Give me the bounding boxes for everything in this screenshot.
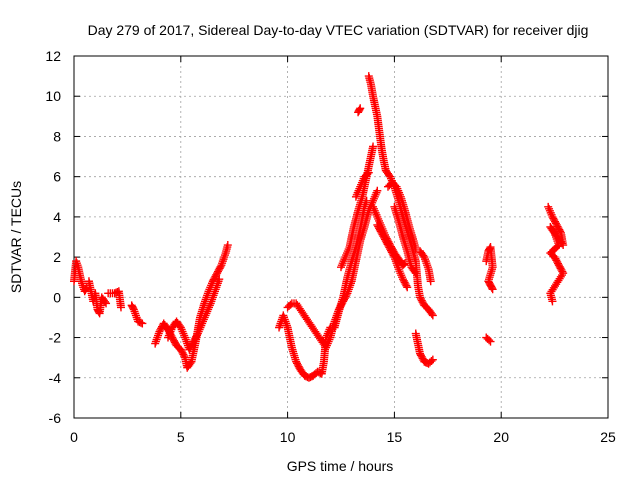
data-point-marker	[364, 168, 373, 177]
x-tick-label: 10	[280, 429, 296, 445]
data-point-marker	[402, 281, 411, 290]
series-arc-20	[482, 333, 495, 346]
data-point-marker	[175, 321, 184, 330]
series-arc-1	[70, 257, 91, 296]
y-tick-label: 4	[53, 209, 61, 225]
data-point-marker	[403, 283, 412, 292]
series-arc-6	[163, 275, 224, 354]
y-tick-label: 8	[53, 128, 61, 144]
y-tick-label: 2	[53, 249, 61, 265]
data-point-marker	[400, 260, 409, 269]
y-axis-label: SDTVAR / TECUs	[8, 181, 24, 293]
data-point-marker	[342, 290, 351, 299]
x-tick-label: 15	[387, 429, 403, 445]
data-point-marker	[549, 227, 558, 236]
x-tick-label: 20	[493, 429, 509, 445]
series-arc-21	[544, 202, 568, 306]
data-point-marker	[426, 277, 435, 286]
data-point-marker	[428, 311, 437, 320]
y-tick-label: 12	[45, 48, 61, 64]
series-arc-2	[84, 277, 111, 318]
series-arc-14	[373, 220, 412, 292]
series-arc-11	[354, 104, 365, 117]
data-point-marker	[193, 331, 202, 340]
data-point-marker	[186, 359, 195, 368]
data-point-marker	[486, 337, 495, 346]
x-tick-label: 25	[600, 429, 616, 445]
series-arc-18	[411, 329, 437, 368]
data-point-marker	[355, 105, 364, 114]
data-point-marker	[389, 251, 398, 260]
axis-ticks: 0 5 10 15 20 25 -6 -4 -2 0 2 4 6 8 10 12	[45, 48, 616, 445]
plot-frame	[73, 55, 609, 419]
data-point-marker	[286, 300, 295, 309]
data-point-marker	[411, 245, 420, 254]
data-point-marker	[385, 171, 394, 180]
chart-title: Day 279 of 2017, Sidereal Day-to-day VTE…	[88, 22, 589, 38]
data-marks	[70, 72, 568, 382]
series-arc-19	[482, 243, 497, 294]
data-point-marker	[369, 142, 378, 151]
y-tick-label: -6	[49, 410, 62, 426]
data-point-marker	[410, 267, 419, 276]
series-arc-9	[337, 142, 378, 272]
series-arc-16	[390, 202, 420, 278]
series-arc-17	[416, 247, 435, 286]
series-arc-3	[104, 287, 125, 312]
y-tick-label: -2	[49, 330, 62, 346]
series-arc-13	[369, 202, 410, 270]
data-point-marker	[548, 297, 557, 306]
series-arc-8	[283, 186, 382, 352]
data-point-marker	[216, 262, 225, 271]
series-arc-10	[351, 168, 373, 201]
data-point-marker	[102, 299, 111, 308]
data-point-marker	[356, 104, 365, 113]
data-point-marker	[138, 319, 147, 328]
data-point-marker	[100, 297, 109, 306]
data-point-marker	[427, 309, 436, 318]
data-point-marker	[180, 352, 189, 361]
series-arc-5	[151, 241, 232, 372]
data-point-marker	[427, 357, 436, 366]
y-tick-label: 0	[53, 289, 61, 305]
y-tick-label: -4	[49, 370, 62, 386]
y-tick-label: 10	[45, 88, 61, 104]
series-arc-15	[383, 178, 420, 254]
data-point-marker	[419, 251, 428, 260]
x-tick-label: 0	[70, 429, 78, 445]
y-tick-label: 6	[53, 169, 61, 185]
data-point-marker	[215, 275, 224, 284]
data-point-marker	[428, 355, 437, 364]
grid-lines	[74, 56, 608, 418]
data-point-marker	[488, 285, 497, 294]
series-arc-4	[127, 301, 147, 328]
x-tick-label: 5	[177, 429, 185, 445]
data-point-marker	[116, 303, 125, 312]
data-point-marker	[223, 241, 232, 250]
data-point-marker	[487, 283, 496, 292]
data-point-marker	[411, 269, 420, 278]
data-point-marker	[363, 169, 372, 178]
x-axis-label: GPS time / hours	[287, 458, 394, 474]
data-point-marker	[485, 336, 494, 345]
data-point-marker	[373, 186, 382, 195]
